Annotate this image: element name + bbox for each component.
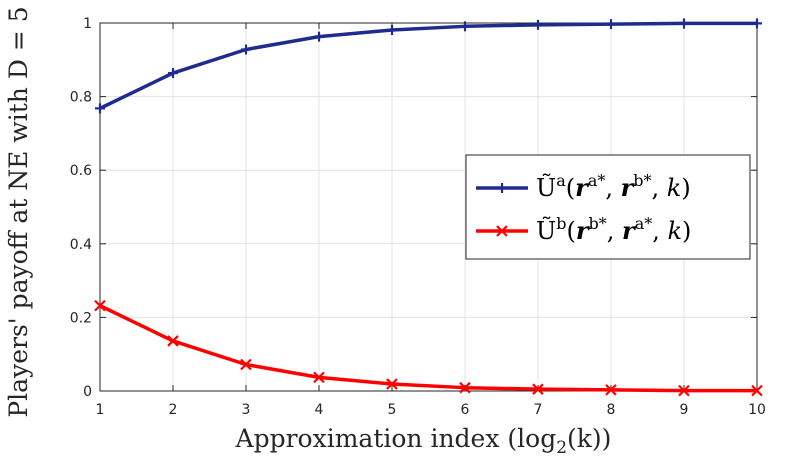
data-point — [678, 384, 690, 397]
data-point — [532, 383, 544, 395]
data-point — [679, 18, 689, 29]
series-line — [99, 21, 757, 110]
legend-label: Ũb(rb*, ra*, k) — [536, 214, 691, 245]
x-tick-label: 10 — [748, 402, 766, 418]
series-layer — [94, 18, 763, 397]
legend-marker — [496, 225, 508, 237]
plot-frame — [99, 22, 758, 392]
legend-label: Ũa(ra*, rb*, k) — [536, 171, 691, 202]
y-tick-label: 0.8 — [70, 90, 92, 106]
data-point — [459, 381, 471, 394]
y-tick-label: 0.6 — [70, 163, 92, 179]
data-point — [460, 21, 470, 32]
x-axis-label: Approximation index (log2(k)) — [235, 424, 612, 458]
data-point — [751, 384, 763, 397]
y-tick-label: 1 — [83, 16, 92, 32]
series-line — [99, 304, 757, 393]
y-tick-label: 0 — [83, 384, 92, 400]
y-tick-label: 0.4 — [70, 237, 92, 253]
x-tick-label: 6 — [461, 402, 470, 418]
x-tick-label: 9 — [680, 402, 689, 418]
data-point — [240, 358, 252, 371]
legend-entry-b: Ũb(rb*, ra*, k) — [476, 214, 691, 245]
data-point — [313, 371, 325, 384]
data-point — [241, 44, 251, 55]
legend: Ũa(ra*, rb*, k) Ũb(rb*, ra*, k) — [465, 154, 751, 260]
series-a — [95, 18, 762, 114]
data-point — [533, 19, 543, 30]
data-point — [314, 31, 324, 42]
data-point — [168, 68, 178, 79]
data-point — [752, 18, 762, 29]
x-tick-label: 8 — [607, 402, 616, 418]
series-b — [94, 299, 763, 397]
x-tick-label: 4 — [315, 402, 324, 418]
data-point — [387, 24, 397, 35]
legend-box — [465, 154, 751, 260]
legend-entry-a: Ũa(ra*, rb*, k) — [476, 171, 691, 202]
data-point — [95, 103, 105, 114]
y-axis-label: Players' payoff at NE with D = 5 — [4, 6, 33, 417]
x-tick-label: 7 — [534, 402, 543, 418]
legend-marker — [497, 183, 507, 193]
y-tick-label: 0.2 — [70, 310, 92, 326]
tick-labels: 1 2 3 4 5 6 7 8 9 10 0 0.2 0.4 0.6 0.8 1 — [70, 16, 766, 418]
data-point — [167, 335, 179, 347]
x-tick-label: 1 — [96, 402, 105, 418]
x-tick-label: 3 — [242, 402, 251, 418]
data-point — [606, 19, 616, 30]
data-point — [386, 378, 398, 390]
data-point — [605, 384, 617, 396]
x-tick-label: 5 — [388, 402, 397, 418]
data-point — [94, 299, 106, 312]
x-tick-label: 2 — [169, 402, 178, 418]
